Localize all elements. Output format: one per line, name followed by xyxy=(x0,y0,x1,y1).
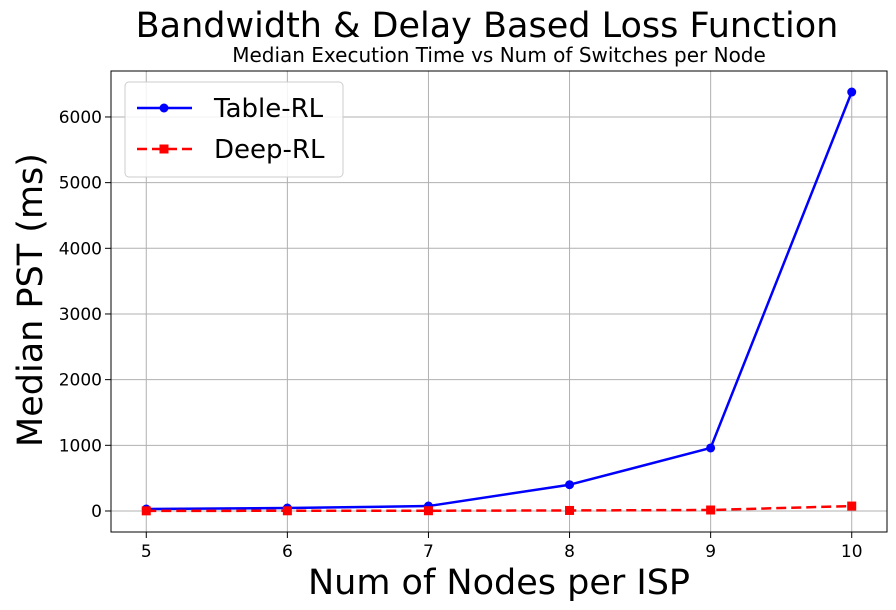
y-axis-label: Median PST (ms) xyxy=(11,153,51,447)
x-tick-label: 9 xyxy=(705,542,716,562)
legend-box xyxy=(124,81,344,178)
data-point xyxy=(565,505,575,515)
legend: Table-RL Deep-RL xyxy=(124,81,344,178)
y-tick-label: 3000 xyxy=(59,305,102,325)
series-line-table-rl xyxy=(146,91,853,511)
data-point xyxy=(847,87,857,97)
data-point xyxy=(282,506,292,516)
plot-area xyxy=(141,87,857,516)
data-point xyxy=(141,506,151,516)
data-point xyxy=(423,506,433,516)
legend-label: Deep-RL xyxy=(214,135,325,165)
y-tick-label: 4000 xyxy=(59,239,102,259)
x-tick-label: 7 xyxy=(423,542,434,562)
tick-labels: 5 6 7 8 9 10 0 1000 2000 3000 4000 5000 6000 xyxy=(59,108,863,562)
data-point xyxy=(706,443,716,453)
series-line-deep-rl xyxy=(146,504,852,513)
data-point xyxy=(565,480,575,490)
plot-frame xyxy=(110,70,888,533)
x-tick-label: 5 xyxy=(141,542,152,562)
legend-marker xyxy=(159,144,169,154)
x-tick-label: 8 xyxy=(564,542,575,562)
y-tick-label: 2000 xyxy=(59,371,102,391)
grid-lines xyxy=(111,71,887,532)
chart-subtitle: Median Execution Time vs Num of Switches… xyxy=(232,43,766,67)
y-tick-label: 6000 xyxy=(59,108,102,128)
y-tick-label: 0 xyxy=(91,502,102,522)
data-point xyxy=(847,501,857,511)
axes xyxy=(105,70,888,538)
x-axis-label: Num of Nodes per ISP xyxy=(308,563,690,603)
legend-label: Table-RL xyxy=(213,94,324,124)
chart-title: Bandwidth & Delay Based Loss Function xyxy=(136,6,839,46)
x-tick-label: 6 xyxy=(282,542,293,562)
legend-marker xyxy=(159,103,169,113)
y-tick-label: 5000 xyxy=(59,174,102,194)
x-tick-label: 10 xyxy=(841,542,863,562)
y-tick-label: 1000 xyxy=(59,436,102,456)
data-point xyxy=(706,505,716,515)
